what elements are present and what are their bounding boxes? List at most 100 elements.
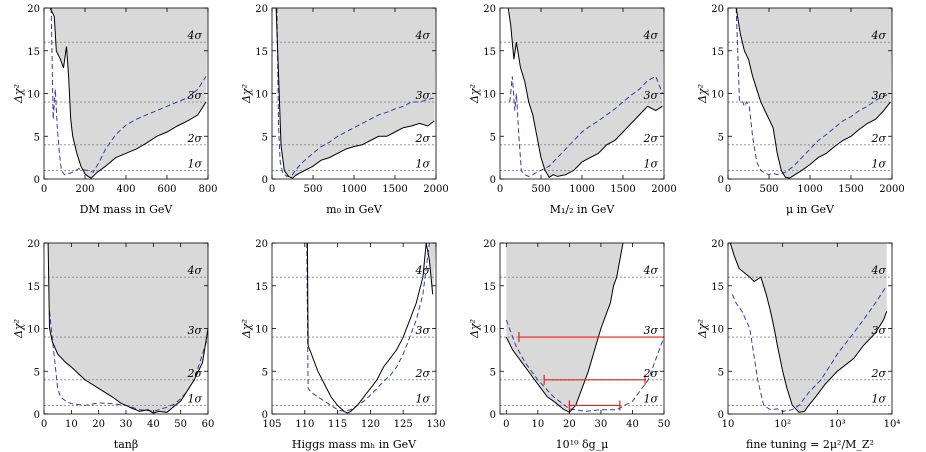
x-tick-label: 500 bbox=[303, 184, 322, 195]
y-tick-label: 20 bbox=[483, 4, 496, 15]
x-tick-label: 400 bbox=[116, 184, 135, 195]
x-tick-label: 20 bbox=[563, 419, 576, 430]
x-tick-label: 500 bbox=[759, 184, 778, 195]
panel-plot-area bbox=[728, 8, 892, 179]
y-tick-label: 10 bbox=[255, 90, 268, 101]
sigma-label-3: 3σ bbox=[415, 324, 430, 337]
x-tick-label: 0 bbox=[41, 184, 47, 195]
x-tick-label: 0 bbox=[41, 419, 47, 430]
y-tick-label: 5 bbox=[262, 132, 268, 143]
x-tick-label: 120 bbox=[361, 419, 380, 430]
sigma-label-2: 2σ bbox=[414, 132, 430, 145]
y-axis-label: Δχ² bbox=[696, 84, 709, 104]
sigma-label-3: 3σ bbox=[415, 89, 430, 102]
sigma-label-2: 2σ bbox=[642, 132, 658, 145]
y-tick-label: 15 bbox=[483, 282, 496, 293]
shaded-excluded-region bbox=[44, 8, 208, 179]
sigma-label-4: 4σ bbox=[642, 264, 658, 277]
y-tick-label: 20 bbox=[711, 4, 724, 15]
series-solid bbox=[49, 8, 207, 179]
y-tick-label: 5 bbox=[34, 132, 40, 143]
x-tick-label: 200 bbox=[75, 184, 94, 195]
panel-tanb: 1σ 2σ 3σ 4σ 0 10 20 30 40 50 60 0 5 10 15 20 tanβ Δχ² bbox=[12, 239, 214, 451]
sigma-label-3: 3σ bbox=[643, 324, 658, 337]
x-tick-label: 500 bbox=[531, 184, 550, 195]
x-tick-label: 10⁴ bbox=[884, 419, 901, 430]
x-tick-label: 0 bbox=[503, 419, 509, 430]
sigma-label-1: 1σ bbox=[187, 157, 202, 170]
sigma-label-4: 4σ bbox=[414, 29, 430, 42]
sigma-label-1: 1σ bbox=[643, 392, 658, 405]
panel-m12: 1σ 2σ 3σ 4σ 0 500 1000 1500 2000 0 5 10 15 20 M₁/₂ in … bbox=[468, 4, 677, 216]
y-tick-label: 10 bbox=[27, 325, 40, 336]
series-solid bbox=[505, 243, 624, 413]
y-tick-label: 20 bbox=[27, 239, 40, 250]
y-tick-label: 10 bbox=[27, 90, 40, 101]
sigma-label-2: 2σ bbox=[186, 367, 202, 380]
sigma-label-3: 3σ bbox=[187, 324, 202, 337]
x-tick-label: 1500 bbox=[382, 184, 407, 195]
x-tick-label: 0 bbox=[497, 184, 503, 195]
y-axis-label: Δχ² bbox=[240, 319, 253, 339]
error-bar-1 bbox=[518, 332, 664, 343]
y-tick-label: 0 bbox=[718, 175, 724, 186]
sigma-label-4: 4σ bbox=[186, 264, 202, 277]
shaded-excluded-region bbox=[428, 243, 436, 295]
panel-gmu: 1σ 2σ 3σ 4σ 0 10 20 30 40 50 0 5 10 15 20 10¹⁰ δg_μ Δχ² bbox=[468, 239, 670, 451]
sigma-label-4: 4σ bbox=[186, 29, 202, 42]
sigma-label-3: 3σ bbox=[871, 89, 886, 102]
shaded-excluded-region bbox=[506, 243, 664, 413]
x-tick-label: 20 bbox=[92, 419, 105, 430]
x-tick-label: 130 bbox=[426, 419, 445, 430]
y-tick-label: 20 bbox=[255, 4, 268, 15]
y-tick-label: 15 bbox=[27, 47, 40, 58]
x-tick-label: 30 bbox=[120, 419, 133, 430]
x-tick-label: 1000 bbox=[569, 184, 594, 195]
panel-mu: 1σ 2σ 3σ 4σ 0 500 1000 1500 2000 0 5 10 15 20 μ in GeV… bbox=[696, 4, 905, 216]
x-tick-label: 60 bbox=[202, 419, 215, 430]
series-dashed bbox=[50, 8, 207, 176]
panel-higgs: 1σ 2σ 3σ 4σ 105 110 115 120 125 130 0 5 10 15 20 Higgs … bbox=[240, 239, 446, 451]
sigma-label-1: 1σ bbox=[415, 392, 430, 405]
y-tick-label: 0 bbox=[490, 410, 496, 421]
error-bar-3 bbox=[568, 400, 621, 411]
sigma-label-3: 3σ bbox=[643, 89, 658, 102]
x-tick-label: 10³ bbox=[829, 419, 846, 430]
series-dashed bbox=[735, 8, 891, 176]
y-axis-label: Δχ² bbox=[468, 84, 481, 104]
series-solid bbox=[507, 8, 663, 178]
x-tick-label: 10 bbox=[722, 419, 735, 430]
series-solid bbox=[729, 243, 888, 413]
y-tick-label: 15 bbox=[711, 282, 724, 293]
y-axis-label: Δχ² bbox=[468, 319, 481, 339]
series-solid bbox=[275, 8, 435, 179]
y-axis-label: Δχ² bbox=[12, 84, 25, 104]
sigma-label-2: 2σ bbox=[186, 132, 202, 145]
series-dashed bbox=[306, 243, 430, 412]
panel-m0: 1σ 2σ 3σ 4σ 0 500 1000 1500 2000 0 5 10 15 20 m₀ in Ge… bbox=[240, 4, 449, 216]
x-axis-label: μ in GeV bbox=[786, 203, 835, 216]
x-tick-label: 0 bbox=[269, 184, 275, 195]
panel-plot-area bbox=[500, 243, 664, 413]
sigma-label-1: 1σ bbox=[871, 392, 886, 405]
x-tick-label: 110 bbox=[295, 419, 314, 430]
sigma-label-4: 4σ bbox=[642, 29, 658, 42]
sigma-label-2: 2σ bbox=[642, 367, 658, 380]
panel-plot-area bbox=[272, 8, 436, 179]
y-tick-label: 0 bbox=[262, 175, 268, 186]
y-tick-label: 5 bbox=[490, 132, 496, 143]
shaded-excluded-region bbox=[500, 8, 664, 178]
x-axis-label: fine tuning = 2μ²/M_Z² bbox=[746, 438, 874, 451]
x-tick-label: 105 bbox=[262, 419, 281, 430]
y-axis-label: Δχ² bbox=[12, 319, 25, 339]
x-tick-label: 800 bbox=[198, 184, 217, 195]
y-tick-label: 20 bbox=[483, 239, 496, 250]
series-solid bbox=[735, 8, 891, 179]
sigma-label-2: 2σ bbox=[870, 132, 886, 145]
shaded-excluded-region bbox=[730, 243, 887, 413]
panel-plot-area bbox=[44, 243, 208, 414]
y-tick-label: 0 bbox=[718, 410, 724, 421]
sigma-label-1: 1σ bbox=[643, 157, 658, 170]
series-dashed bbox=[731, 285, 888, 412]
y-tick-label: 15 bbox=[27, 282, 40, 293]
